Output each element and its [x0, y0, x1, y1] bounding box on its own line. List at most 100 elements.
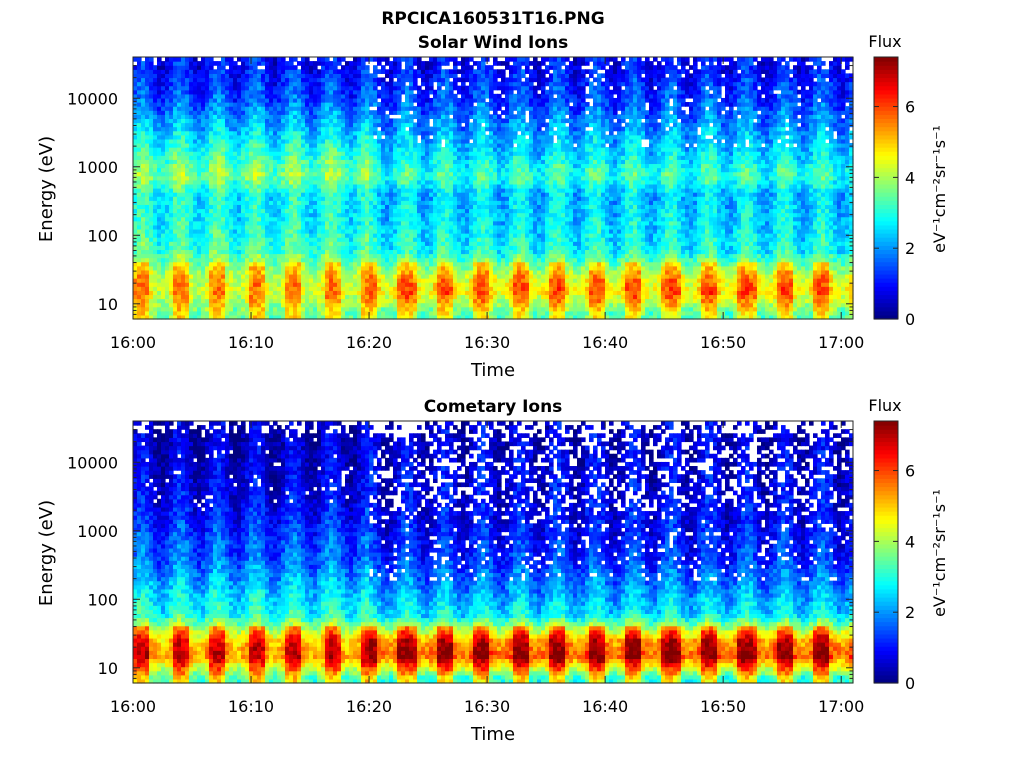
heatmap-cell [317, 90, 322, 95]
heatmap-cell [249, 123, 254, 128]
heatmap-cell [169, 188, 174, 193]
heatmap-cell [249, 274, 254, 279]
heatmap-cell [265, 184, 270, 189]
heatmap-cell [277, 139, 282, 144]
heatmap-cell [165, 254, 170, 259]
heatmap-cell [369, 168, 374, 173]
heatmap-cell [265, 65, 270, 70]
heatmap-cell [221, 61, 226, 66]
heatmap-cell [209, 114, 214, 119]
heatmap-cell [137, 221, 142, 226]
heatmap-cell [405, 196, 410, 201]
heatmap-cell [397, 172, 402, 177]
heatmap-cell [309, 213, 314, 218]
heatmap-cell [325, 307, 330, 312]
heatmap-cell [405, 237, 410, 242]
heatmap-cell [245, 229, 250, 234]
heatmap-cell [273, 303, 278, 308]
heatmap-cell [349, 147, 354, 152]
heatmap-cell [177, 139, 182, 144]
heatmap-cell [157, 114, 162, 119]
heatmap-cell [209, 139, 214, 144]
heatmap-cell [309, 188, 314, 193]
heatmap-cell [297, 307, 302, 312]
heatmap-cell [181, 204, 186, 209]
heatmap-cell [281, 98, 286, 103]
heatmap-cell [153, 102, 158, 107]
heatmap-cell [381, 311, 386, 316]
heatmap-cell [385, 155, 390, 160]
heatmap-cell [385, 163, 390, 168]
heatmap-cell [181, 110, 186, 115]
heatmap-cell [241, 262, 246, 267]
heatmap-cell [225, 73, 230, 78]
heatmap-cell [269, 213, 274, 218]
heatmap-cell [341, 221, 346, 226]
heatmap-cell [169, 77, 174, 82]
heatmap-cell [221, 123, 226, 128]
heatmap-cell [145, 135, 150, 140]
heatmap-cell [397, 159, 402, 164]
heatmap-cell [357, 86, 362, 91]
heatmap-cell [145, 159, 150, 164]
heatmap-cell [413, 303, 418, 308]
heatmap-cell [157, 303, 162, 308]
heatmap-cell [353, 118, 358, 123]
heatmap-cell [149, 65, 154, 70]
heatmap-cell [169, 266, 174, 271]
heatmap-cell [405, 118, 410, 123]
heatmap-cell [313, 229, 318, 234]
heatmap-cell [153, 176, 158, 181]
heatmap-cell [337, 233, 342, 238]
heatmap-cell [185, 241, 190, 246]
heatmap-cell [245, 57, 250, 62]
heatmap-cell [317, 151, 322, 156]
heatmap-cell [401, 208, 406, 213]
heatmap-cell [333, 127, 338, 132]
heatmap-cell [285, 229, 290, 234]
heatmap-cell [369, 139, 374, 144]
heatmap-cell [185, 139, 190, 144]
heatmap-cell [393, 311, 398, 316]
heatmap-cell [313, 118, 318, 123]
heatmap-cell [293, 188, 298, 193]
heatmap-cell [329, 278, 334, 283]
heatmap-cell [141, 290, 146, 295]
heatmap-cell [373, 270, 378, 275]
heatmap-cell [149, 217, 154, 222]
heatmap-cell [169, 123, 174, 128]
heatmap-cell [301, 307, 306, 312]
heatmap-cell [301, 258, 306, 263]
heatmap-cell [297, 176, 302, 181]
heatmap-cell [381, 114, 386, 119]
heatmap-cell [401, 106, 406, 111]
heatmap-cell [189, 135, 194, 140]
heatmap-cell [345, 102, 350, 107]
heatmap-cell [169, 86, 174, 91]
heatmap-cell [185, 208, 190, 213]
heatmap-cell [233, 82, 238, 87]
heatmap-cell [325, 258, 330, 263]
heatmap-cell [237, 225, 242, 230]
heatmap-cell [257, 249, 262, 254]
heatmap-cell [321, 192, 326, 197]
heatmap-cell [165, 217, 170, 222]
heatmap-cell [273, 229, 278, 234]
heatmap-cell [317, 241, 322, 246]
heatmap-cell [213, 172, 218, 177]
heatmap-cell [205, 221, 210, 226]
heatmap-cell [145, 86, 150, 91]
heatmap-cell [173, 241, 178, 246]
heatmap-cell [157, 241, 162, 246]
heatmap-cell [225, 270, 230, 275]
heatmap-cell [165, 262, 170, 267]
heatmap-cell [241, 65, 246, 70]
heatmap-cell [213, 278, 218, 283]
heatmap-cell [313, 123, 318, 128]
heatmap-cell [217, 61, 222, 66]
heatmap-cell [277, 151, 282, 156]
heatmap-cell [297, 69, 302, 74]
heatmap-cell [409, 86, 414, 91]
heatmap-cell [309, 225, 314, 230]
heatmap-cell [137, 135, 142, 140]
